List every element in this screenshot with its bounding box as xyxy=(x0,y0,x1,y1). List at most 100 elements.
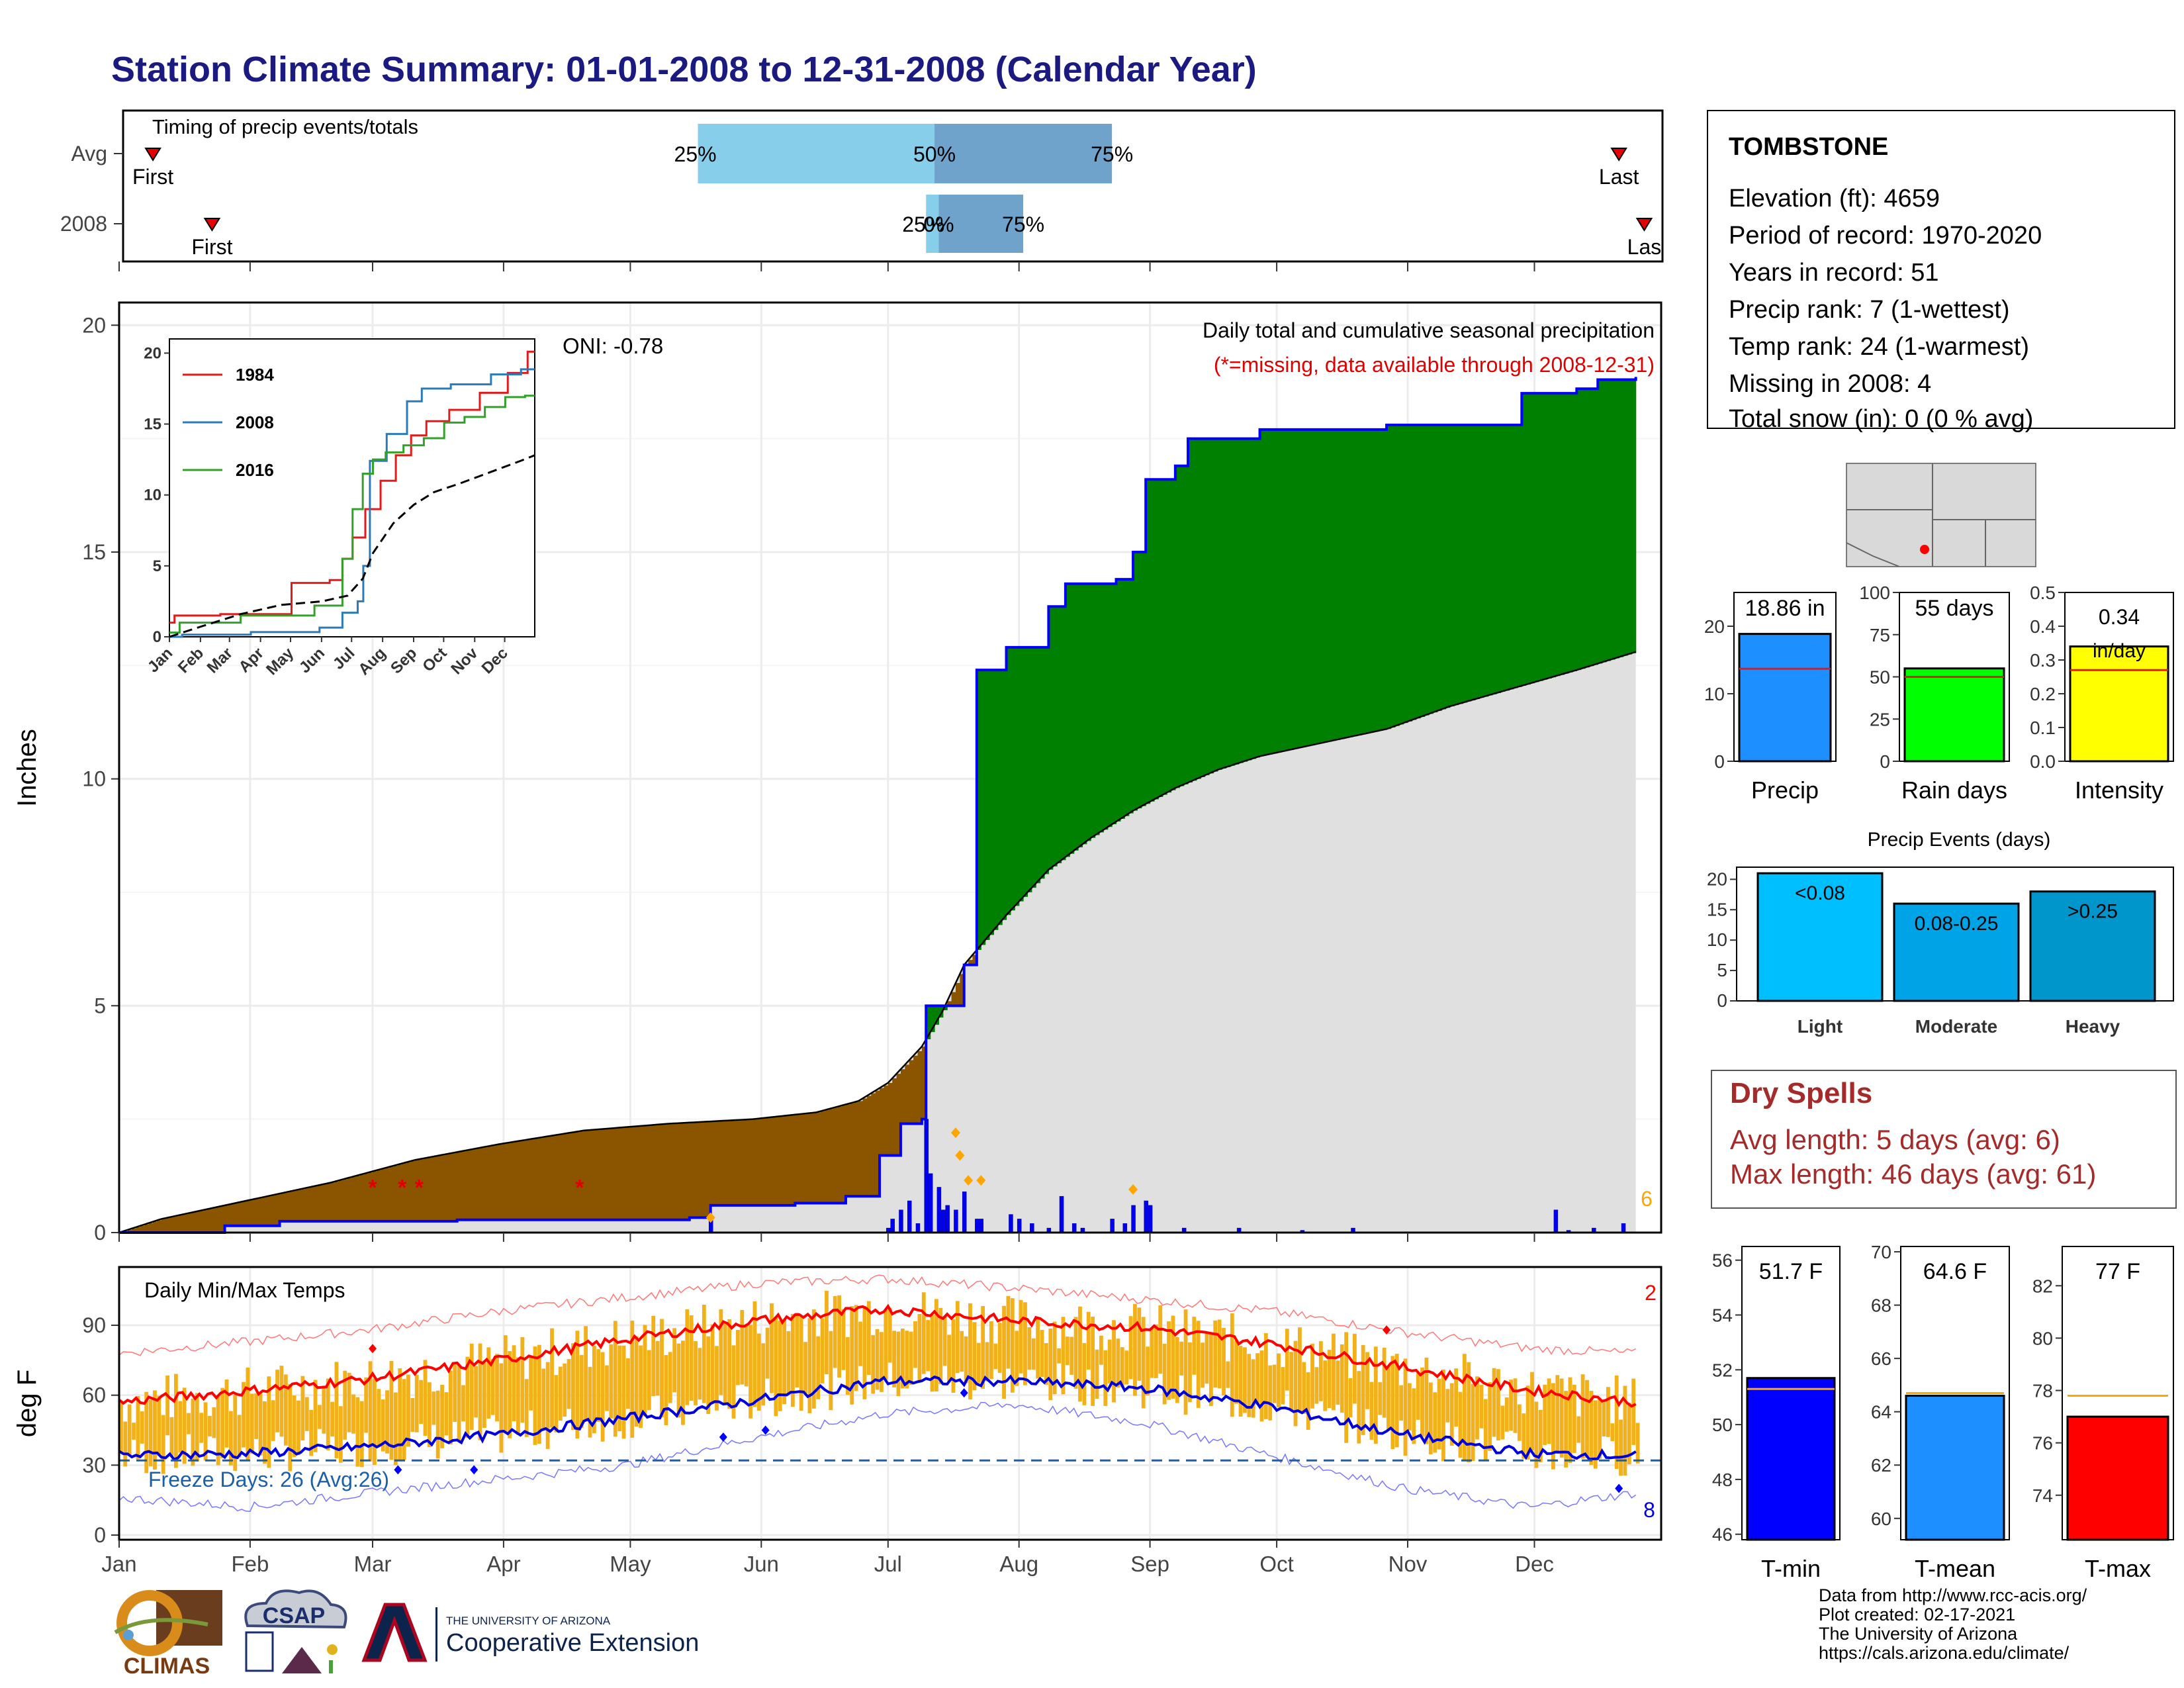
inset-y-tick-label: 15 xyxy=(144,416,161,434)
missing-day-marker: * xyxy=(368,1175,377,1200)
precip-events-title: Precip Events (days) xyxy=(1868,829,2051,851)
last-event-marker xyxy=(1635,218,1653,232)
precip-bar-value-bar xyxy=(1738,633,1832,763)
month-tick-label: Sep xyxy=(1130,1552,1169,1576)
daily-precip-bar xyxy=(890,1219,895,1233)
station-line: Elevation (ft): 4659 xyxy=(1729,185,1940,212)
normal-min-line xyxy=(118,1374,1637,1462)
intensity-bar-value-bar xyxy=(2069,645,2169,763)
temp-frame xyxy=(118,1266,1662,1541)
intensity-bar-y-tick-label: 0.2 xyxy=(2030,684,2056,704)
temp-y-tick-label: 90 xyxy=(82,1313,106,1337)
record-high-marker xyxy=(369,1344,377,1354)
temp-bar-value-label: 77 F xyxy=(2095,1259,2140,1284)
temp-bar-y-tick-label: 52 xyxy=(1712,1360,1733,1380)
timing-q50-label: 0% xyxy=(923,212,954,236)
dry-spells-max: Max length: 46 days (avg: 61) xyxy=(1730,1158,2096,1190)
dry-spells-box: Dry Spells Avg length: 5 days (avg: 6) M… xyxy=(1711,1070,2177,1209)
temp-panel: 0 30 60 90 Daily Min/Max Temps Freeze Days: 2… xyxy=(13,1266,1662,1576)
record-low-marker xyxy=(394,1465,402,1475)
inset-legend-label: 1984 xyxy=(236,365,274,385)
temp-bar-value-bar xyxy=(1746,1377,1836,1541)
climas-logo-text: CLIMAS xyxy=(124,1654,210,1679)
station-info-box: TOMBSTONE Elevation (ft): 4659 Period of… xyxy=(1707,110,2175,433)
cold-days-count: 8 xyxy=(1643,1498,1655,1522)
month-tick-label: Oct xyxy=(1259,1552,1293,1576)
raindays-bar-y-tick-label: 100 xyxy=(1859,583,1890,603)
temp-bar-y-tick-label: 78 xyxy=(2032,1381,2053,1401)
month-tick-label: Jul xyxy=(874,1552,902,1576)
daily-precip-bar xyxy=(1553,1209,1559,1233)
intensity-bar-value-label: 0.34 xyxy=(2099,605,2140,629)
month-tick-label: Apr xyxy=(486,1552,520,1576)
precip-frame xyxy=(118,301,1662,1234)
temp-bar-value-label: 64.6 F xyxy=(1923,1259,1987,1284)
timing-row-label: 2008 xyxy=(60,212,107,236)
precip-event-range-label: <0.08 xyxy=(1795,882,1845,904)
timing-q75-label: 75% xyxy=(1091,142,1133,166)
last-event-label: Last xyxy=(1599,165,1639,189)
temp-bar-label: T-mean xyxy=(1915,1555,1995,1582)
month-tick-label: Feb xyxy=(231,1552,269,1576)
events-y-tick-label: 0 xyxy=(1717,990,1727,1011)
daily-precip-bar xyxy=(924,1119,929,1233)
avg-cumulative-line xyxy=(118,651,1637,1234)
record-low-marker xyxy=(1615,1483,1623,1493)
events-y-tick-label: 20 xyxy=(1707,868,1727,889)
observed-cumulative-line xyxy=(119,377,1637,1234)
precip-event-range-label: >0.25 xyxy=(2068,901,2118,923)
daily-precip-bar xyxy=(928,1173,933,1233)
timing-q25-label: 25% xyxy=(902,212,944,236)
temp-bar-y-tick-label: 60 xyxy=(1871,1509,1891,1529)
temp-y-tick-label: 30 xyxy=(82,1453,106,1477)
record-low-marker xyxy=(719,1432,727,1442)
record-low-marker xyxy=(470,1465,478,1475)
record-low-marker xyxy=(761,1425,770,1435)
temp-bar-value-label: 51.7 F xyxy=(1759,1259,1823,1284)
inset-y-tick-label: 20 xyxy=(144,344,161,362)
raindays-bar-y-tick-label: 0 xyxy=(1880,751,1890,772)
daily-precip-bar xyxy=(915,1223,921,1233)
month-tick-label: Mar xyxy=(354,1552,392,1576)
daily-precip-bar xyxy=(962,1192,967,1233)
month-tick-label: Aug xyxy=(999,1552,1038,1576)
timing-bar-late xyxy=(934,124,1113,183)
temp-bar-y-tick-label: 46 xyxy=(1712,1524,1733,1545)
raindays-bar-y-tick-label: 75 xyxy=(1870,625,1890,645)
daily-precip-bar xyxy=(945,1205,950,1233)
peak-marker xyxy=(950,1127,960,1139)
precip-bar-y-tick-label: 0 xyxy=(1714,751,1725,772)
temp-bar-y-tick-label: 66 xyxy=(1871,1348,1891,1369)
inset-y-tick-label: 5 xyxy=(153,557,161,575)
location-map xyxy=(1846,463,2036,567)
dry-spells-avg: Avg length: 5 days (avg: 6) xyxy=(1730,1124,2060,1155)
timing-bar-early xyxy=(698,124,935,183)
precip-bar-value-label: 18.86 in xyxy=(1745,596,1825,621)
daily-precip-bar xyxy=(1621,1223,1626,1233)
record-min-line xyxy=(118,1401,1637,1513)
deficit-area xyxy=(123,955,978,1233)
first-event-marker xyxy=(203,218,221,232)
inset-legend-label: 2008 xyxy=(236,412,274,432)
precip-event-range-label: 0.08-0.25 xyxy=(1915,913,1999,935)
precip-event-category-label: Moderate xyxy=(1915,1016,1997,1037)
intensity-bar-y-tick-label: 0.0 xyxy=(2030,751,2056,772)
inset-legend-label: 2016 xyxy=(236,460,274,480)
temp-y-axis-label: deg F xyxy=(13,1370,42,1437)
precip-event-bar xyxy=(1893,902,2020,1002)
precip-y-tick-label: 15 xyxy=(82,540,106,564)
credit-line: The University of Arizona xyxy=(1819,1624,2018,1644)
dry-spells-title: Dry Spells xyxy=(1730,1077,1872,1109)
temp-bar-y-tick-label: 48 xyxy=(1712,1470,1733,1490)
timing-label: Timing of precip events/totals xyxy=(152,115,418,138)
raindays-bar-label: Rain days xyxy=(1901,776,2007,804)
events-y-tick-label: 5 xyxy=(1717,960,1727,980)
precip-y-tick-label: 0 xyxy=(94,1221,106,1244)
peak-marker xyxy=(1128,1184,1138,1195)
events-y-tick-label: 15 xyxy=(1707,899,1727,919)
temp-bar-value-bar xyxy=(1905,1395,2005,1541)
inset-y-tick-label: 10 xyxy=(144,487,161,504)
timing-bar-late xyxy=(938,195,1024,253)
raindays-bar-value-bar xyxy=(1903,667,2005,763)
record-high-marker xyxy=(1383,1325,1391,1335)
